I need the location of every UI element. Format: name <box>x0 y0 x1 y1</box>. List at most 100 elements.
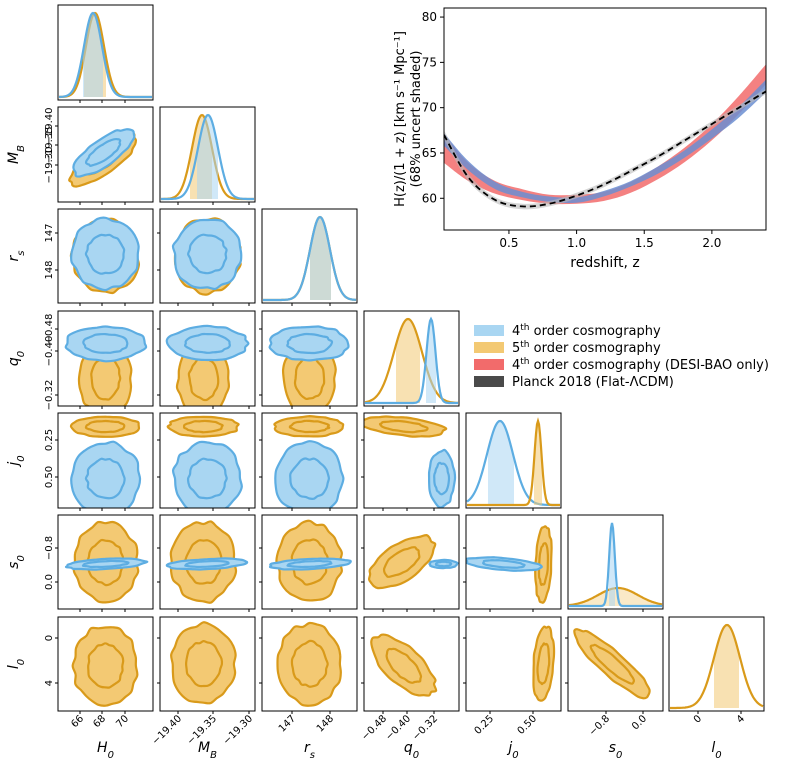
y-axis-label-sub: 0 <box>16 455 27 461</box>
x-axis-label-sub: 0 <box>512 750 518 761</box>
panel-frame <box>159 106 256 203</box>
contour-4th-s0-q0-68 <box>434 560 453 568</box>
hz-x-tick: 0.5 <box>499 236 518 250</box>
panel-frame <box>567 514 664 610</box>
panel-l0-q0 <box>363 616 460 712</box>
panel-frame <box>363 412 460 509</box>
pdf-5th-l0-band <box>714 625 739 708</box>
contour-5th-s0-q0-68 <box>382 546 421 578</box>
x-tick-j0: 0.25 <box>473 713 497 737</box>
x-axis-label-sub: 0 <box>413 750 419 761</box>
panel-content <box>71 626 139 707</box>
y-axis-label-l0: l0 <box>6 659 27 669</box>
hz-x-label: redshift, z <box>570 255 639 271</box>
y-axis-label-sub: s <box>16 251 27 256</box>
pdf-4th-MB-curve <box>161 113 254 201</box>
panel-q0-MB <box>159 310 256 407</box>
panel-content <box>165 324 250 406</box>
panel-content <box>64 520 149 604</box>
panel-frame <box>159 208 256 304</box>
panel-q0-rs <box>261 310 358 407</box>
panel-j0-H0 <box>57 412 154 509</box>
contour-5th-l0-j0-68 <box>536 642 551 686</box>
panel-content <box>64 325 148 406</box>
pdf-4th-H0-curve <box>59 11 152 99</box>
x-tick-l0: 0 <box>692 713 704 725</box>
panel-s0-H0 <box>57 514 154 610</box>
x-axis-label-sub: 0 <box>616 750 622 761</box>
panel-l0-MB <box>159 616 256 712</box>
pdf-5th-s0-curve <box>568 586 663 607</box>
hz-y-label-line1: H(z)/(1 + z) [km s⁻¹ Mpc⁻¹] <box>393 31 408 207</box>
legend-sup: th <box>520 340 529 350</box>
contour-4th-rs-H0-68 <box>84 233 126 275</box>
panel-content <box>273 414 345 508</box>
panel-content <box>364 316 459 405</box>
pdf-5th-q0-band <box>396 319 420 403</box>
x-axis-label-sub: s <box>310 750 315 761</box>
panel-s0-s0 <box>567 514 664 610</box>
y-tick-MB: −19.35 <box>44 126 55 163</box>
contour-5th-j0-MB-68 <box>182 419 224 434</box>
x-tick-l0: 4 <box>735 713 747 725</box>
panel-frame <box>261 514 358 610</box>
panel-frame <box>465 412 562 509</box>
panel-l0-l0 <box>668 616 765 712</box>
y-tick-rs: 147 <box>44 223 55 242</box>
panel-frame <box>363 514 460 610</box>
legend-swatch-1 <box>474 342 504 353</box>
legend-swatch-2 <box>474 359 504 370</box>
hz-band-1 <box>444 79 766 204</box>
panel-content <box>466 417 560 507</box>
y-axis-label-q0: q0 <box>6 351 27 366</box>
hz-y-tick: 75 <box>422 55 437 69</box>
x-tick-j0: 0.50 <box>516 713 540 737</box>
x-axis-label-sub: 0 <box>715 750 721 761</box>
hz-line-planck <box>444 90 766 208</box>
panel-frame <box>57 4 154 101</box>
hz-content <box>444 64 766 210</box>
contour-4th-s0-rs-68 <box>286 559 333 569</box>
hz-x-tick: 2.0 <box>702 236 721 250</box>
hz-y-tick: 60 <box>422 191 437 205</box>
y-tick-j0: 0.25 <box>44 429 55 451</box>
panel-content <box>170 621 237 705</box>
x-axis-label-sub: 0 <box>108 750 114 761</box>
x-tick-s0: −0.8 <box>587 713 612 738</box>
contour-4th-j0-rs-68 <box>289 457 331 500</box>
contour-4th-j0-H0-68 <box>84 457 126 500</box>
pdf-5th-rs-curve <box>263 215 357 302</box>
panel-rs-rs <box>261 208 358 304</box>
panel-content <box>263 215 357 302</box>
contour-5th-l0-rs-68 <box>290 639 329 688</box>
pdf-4th-j0-curve <box>466 419 560 507</box>
x-tick-MB: −19.30 <box>221 713 255 747</box>
contour-4th-j0-q0-68 <box>433 461 451 496</box>
panel-H0-H0 <box>57 4 154 101</box>
y-axis-label-sub: 0 <box>16 659 27 665</box>
panel-s0-rs <box>261 514 358 610</box>
panel-frame <box>57 310 154 407</box>
panel-s0-j0 <box>465 514 562 610</box>
pdf-4th-H0-band <box>83 13 103 97</box>
pdf-4th-q0-curve <box>365 316 458 405</box>
pdf-4th-j0-band <box>488 421 514 505</box>
panel-frame <box>159 412 256 509</box>
x-axis-label-j0: j0 <box>506 740 518 761</box>
panel-frame <box>159 310 256 407</box>
y-tick-s0: −0.8 <box>44 536 55 560</box>
legend-sup: th <box>520 357 529 367</box>
panel-frame <box>668 616 765 712</box>
pdf-4th-rs-curve <box>263 215 357 302</box>
hz-frame <box>443 7 767 231</box>
pdf-4th-s0-curve <box>569 522 662 608</box>
panel-j0-q0 <box>363 412 460 509</box>
y-tick-q0: −0.48 <box>44 314 55 345</box>
panel-content <box>573 628 651 700</box>
panel-j0-j0 <box>465 412 562 509</box>
x-axis-label-l0: l0 <box>711 740 721 761</box>
panel-content <box>171 217 243 296</box>
contour-4th-q0-MB-68 <box>183 332 231 354</box>
panel-frame <box>261 310 358 407</box>
